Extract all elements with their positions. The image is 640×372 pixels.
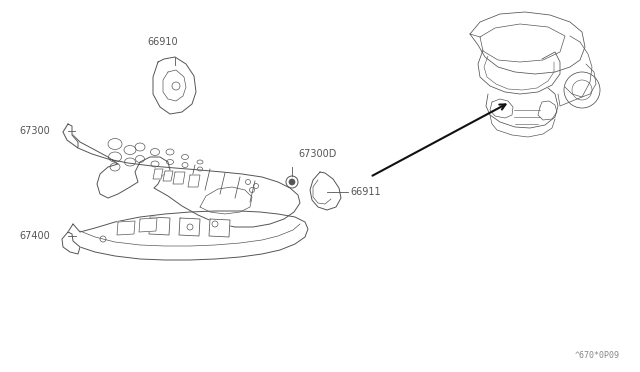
- Text: ^670*0P09: ^670*0P09: [575, 351, 620, 360]
- Text: 67300D: 67300D: [298, 149, 337, 159]
- Polygon shape: [63, 124, 300, 227]
- Text: 67300: 67300: [20, 126, 51, 136]
- Polygon shape: [163, 171, 173, 181]
- Polygon shape: [139, 218, 157, 232]
- Polygon shape: [117, 221, 135, 235]
- Circle shape: [289, 179, 295, 185]
- Polygon shape: [200, 187, 252, 214]
- Polygon shape: [209, 219, 230, 237]
- Text: 67400: 67400: [20, 231, 51, 241]
- Polygon shape: [188, 175, 200, 187]
- Polygon shape: [149, 217, 170, 235]
- Polygon shape: [63, 124, 78, 148]
- Text: 66911: 66911: [350, 187, 381, 197]
- Polygon shape: [179, 218, 200, 236]
- Polygon shape: [68, 211, 308, 260]
- Text: 66910: 66910: [148, 37, 179, 47]
- Polygon shape: [62, 232, 80, 254]
- Polygon shape: [153, 169, 163, 179]
- Polygon shape: [153, 57, 196, 114]
- Polygon shape: [173, 172, 185, 184]
- Polygon shape: [310, 172, 341, 210]
